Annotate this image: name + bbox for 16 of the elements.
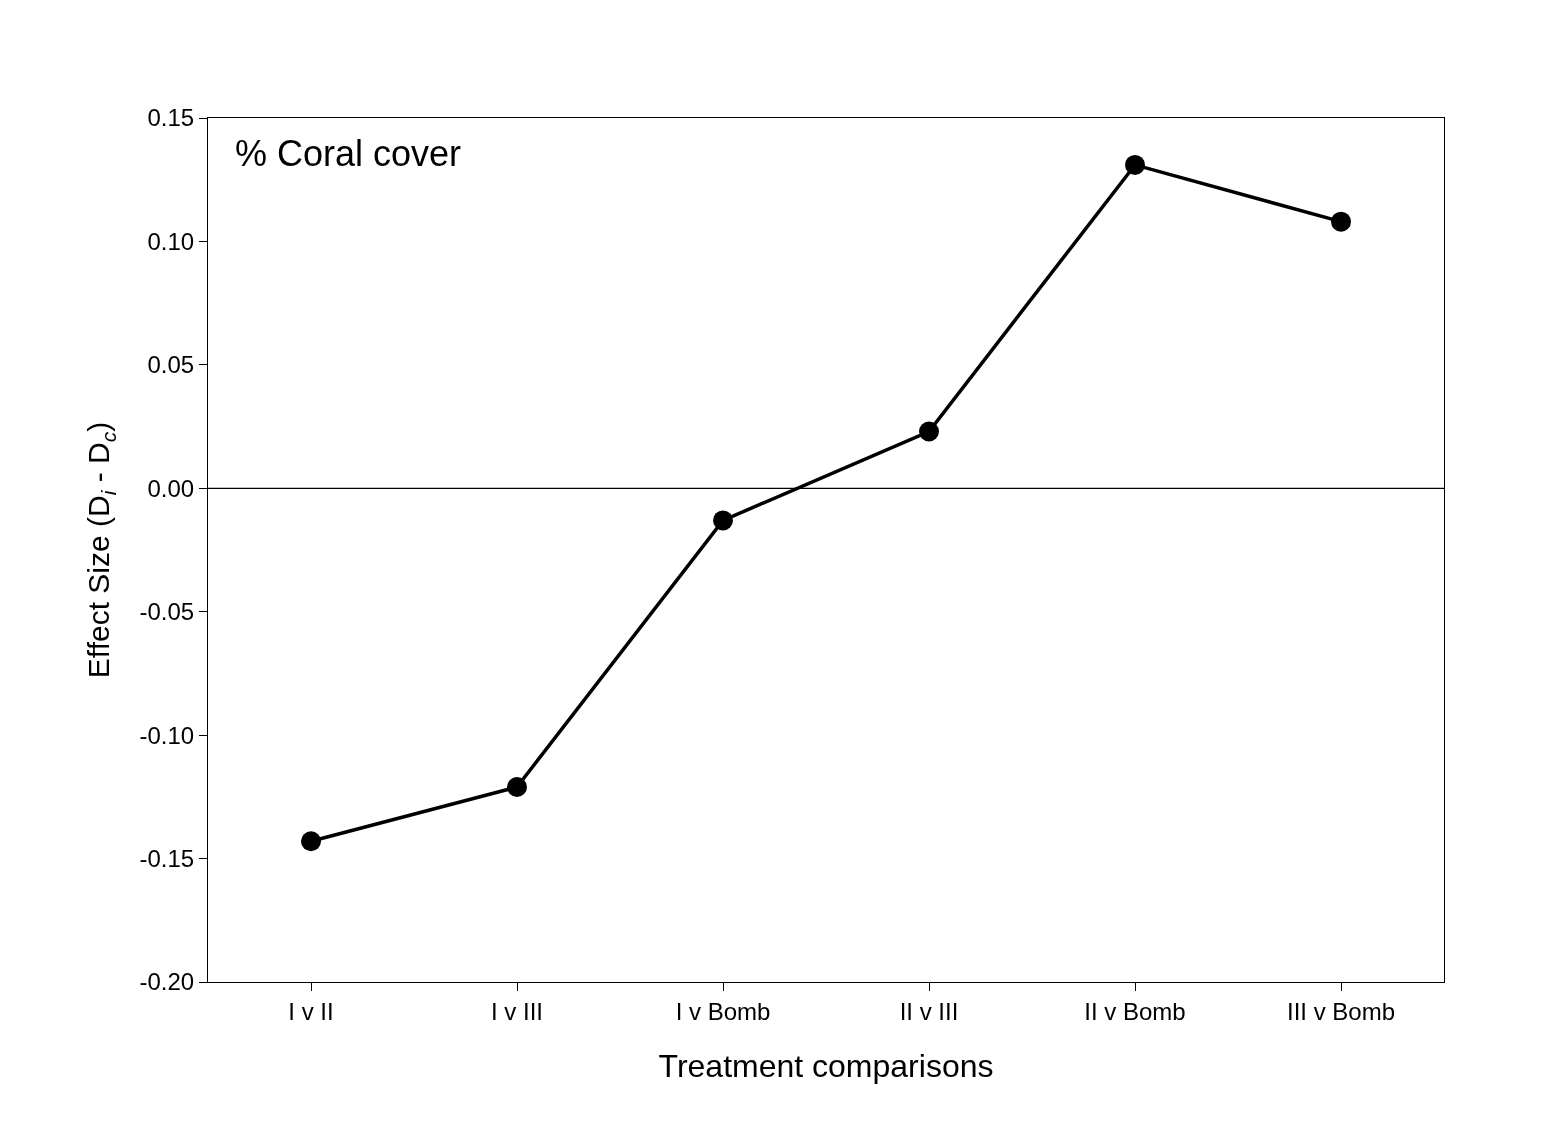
y-tick-label: -0.20 (139, 968, 195, 996)
y-tick-label: 0.15 (147, 104, 195, 132)
y-tick-label: 0.05 (147, 351, 195, 379)
y-tick-label: 0.10 (147, 227, 195, 255)
annotation: % Coral cover (235, 133, 462, 174)
y-tick-label: -0.05 (139, 598, 195, 626)
x-tick-label: II v III (899, 997, 959, 1025)
x-tick-label: III v Bomb (1286, 997, 1396, 1025)
y-tick-label: -0.10 (139, 721, 195, 749)
x-tick-label: I v III (490, 997, 544, 1025)
x-tick-label: I v Bomb (675, 997, 771, 1025)
x-axis-title: Treatment comparisons (658, 1047, 994, 1084)
x-tick-label: I v II (288, 997, 334, 1025)
y-tick-label: 0.00 (147, 474, 195, 502)
y-tick-label: -0.15 (139, 844, 195, 872)
x-tick-label: II v Bomb (1084, 997, 1186, 1025)
